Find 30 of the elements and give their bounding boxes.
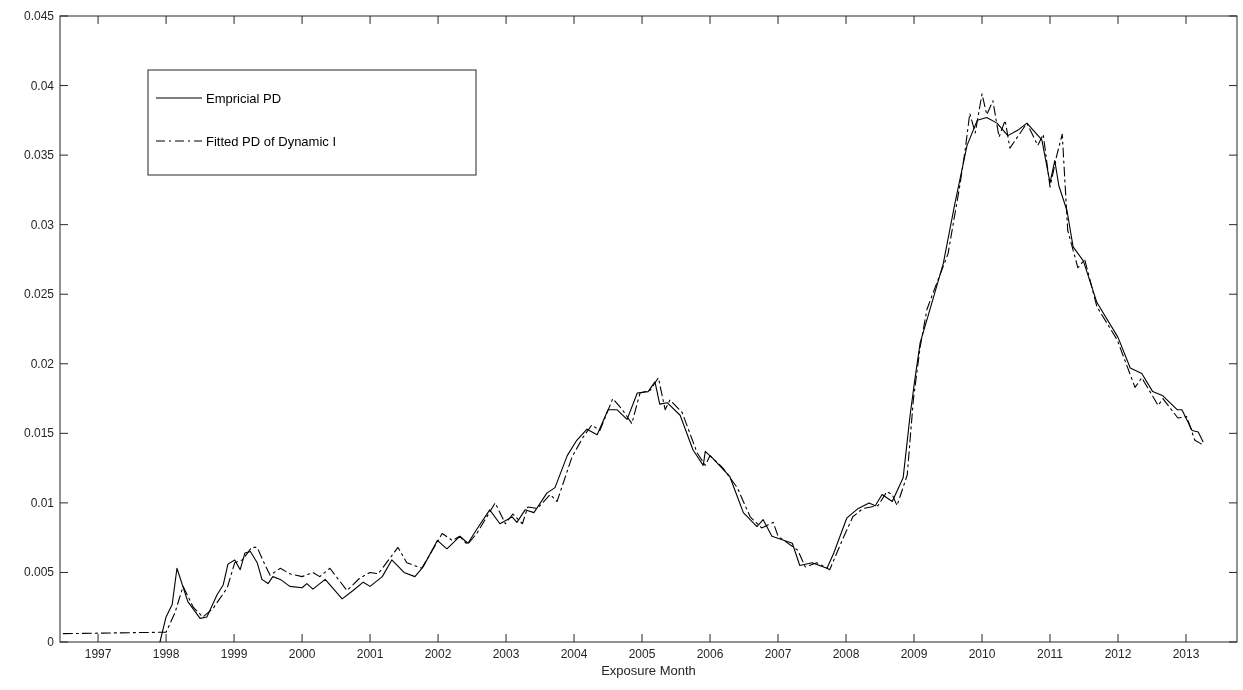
x-tick-label: 2012 <box>1104 647 1132 661</box>
y-tick-label: 0.03 <box>30 217 55 232</box>
x-tick-label: 2005 <box>628 647 656 661</box>
x-tick-label: 1997 <box>84 647 112 661</box>
y-tick-label: 0.02 <box>30 356 55 371</box>
x-axis-title: Exposure Month <box>601 663 696 678</box>
x-tick-label: 1998 <box>152 647 180 661</box>
x-tick-label: 2007 <box>764 647 792 661</box>
y-tick-label: 0.035 <box>23 148 55 163</box>
x-tick-label: 2004 <box>560 647 588 661</box>
x-tick-label: 2011 <box>1037 647 1064 661</box>
y-tick-label: 0.015 <box>23 426 55 441</box>
y-tick-label: 0.005 <box>23 565 55 580</box>
x-tick-label: 2002 <box>424 647 452 661</box>
x-tick-label: 2008 <box>832 647 860 661</box>
y-tick-label: 0.045 <box>23 9 55 23</box>
y-tick-label: 0.04 <box>30 78 55 93</box>
x-tick-label: 2013 <box>1172 647 1200 661</box>
x-tick-label: 2009 <box>900 647 928 661</box>
x-tick-label: 1999 <box>220 647 248 661</box>
x-tick-label: 2010 <box>968 647 996 661</box>
y-tick-label: 0.025 <box>23 287 55 302</box>
y-tick-label: 0 <box>47 635 55 649</box>
legend-label: Fitted PD of Dynamic I <box>206 134 337 149</box>
y-tick-label: 0.01 <box>30 495 55 510</box>
x-tick-label: 2003 <box>492 647 520 661</box>
x-tick-label: 2006 <box>696 647 724 661</box>
x-tick-label: 2000 <box>288 647 316 661</box>
legend-label: Empricial PD <box>206 91 282 106</box>
x-tick-label: 2001 <box>356 647 384 661</box>
